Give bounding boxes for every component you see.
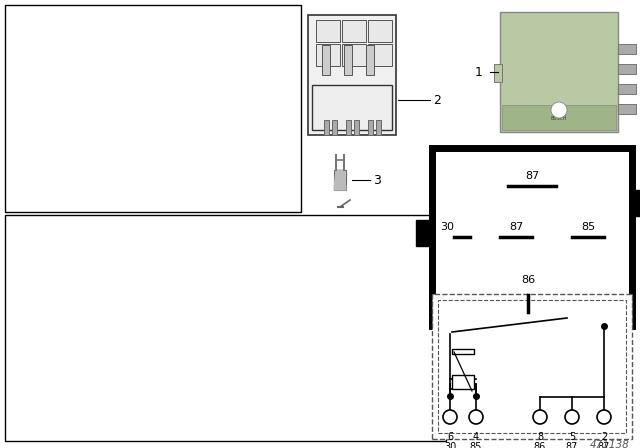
Bar	[324, 120, 329, 135]
Bar	[618, 84, 636, 94]
Text: 85: 85	[581, 222, 595, 232]
Bar	[366, 45, 374, 75]
Bar	[342, 20, 366, 42]
Circle shape	[469, 410, 483, 424]
Text: 1: 1	[475, 65, 483, 78]
Bar	[618, 64, 636, 74]
Text: 5: 5	[569, 432, 575, 442]
Bar	[354, 120, 359, 135]
Bar	[334, 170, 346, 190]
Bar	[368, 20, 392, 42]
Bar	[346, 120, 351, 135]
Text: 87: 87	[509, 222, 523, 232]
Text: 471138: 471138	[590, 440, 630, 448]
Bar	[316, 20, 340, 42]
Text: 87: 87	[566, 442, 578, 448]
Text: 3: 3	[373, 173, 381, 186]
Circle shape	[551, 102, 567, 118]
Text: 85: 85	[470, 442, 482, 448]
Circle shape	[533, 410, 547, 424]
Text: 4: 4	[473, 432, 479, 442]
Bar	[494, 64, 502, 82]
Text: 8: 8	[537, 432, 543, 442]
Bar	[432, 294, 632, 439]
Circle shape	[565, 410, 579, 424]
Text: 87: 87	[525, 171, 539, 181]
Bar	[376, 120, 381, 135]
Bar	[618, 44, 636, 54]
Bar	[452, 349, 474, 354]
Text: BOSCH: BOSCH	[551, 116, 567, 121]
Bar	[316, 44, 340, 66]
Text: 30: 30	[444, 442, 456, 448]
Bar	[322, 45, 330, 75]
Text: 30: 30	[440, 222, 454, 232]
Bar	[312, 85, 392, 130]
Text: 86: 86	[534, 442, 546, 448]
Bar	[332, 120, 337, 135]
Bar	[5, 5, 301, 212]
Bar	[342, 44, 366, 66]
Bar	[631, 190, 640, 215]
Bar	[452, 375, 474, 389]
Bar	[432, 148, 632, 326]
Bar	[438, 300, 626, 433]
Text: 2: 2	[601, 432, 607, 442]
Bar	[344, 45, 352, 75]
Circle shape	[443, 410, 457, 424]
Text: 87: 87	[598, 442, 610, 448]
Text: 86: 86	[521, 276, 535, 285]
Bar	[416, 220, 433, 246]
Polygon shape	[334, 170, 346, 190]
Bar	[368, 120, 373, 135]
Text: 2: 2	[433, 94, 441, 107]
Circle shape	[597, 410, 611, 424]
Bar	[368, 44, 392, 66]
Bar	[308, 15, 396, 135]
Bar	[500, 12, 618, 132]
Text: 6: 6	[447, 432, 453, 442]
Bar	[618, 104, 636, 114]
Bar	[5, 215, 446, 441]
Bar	[502, 105, 616, 130]
